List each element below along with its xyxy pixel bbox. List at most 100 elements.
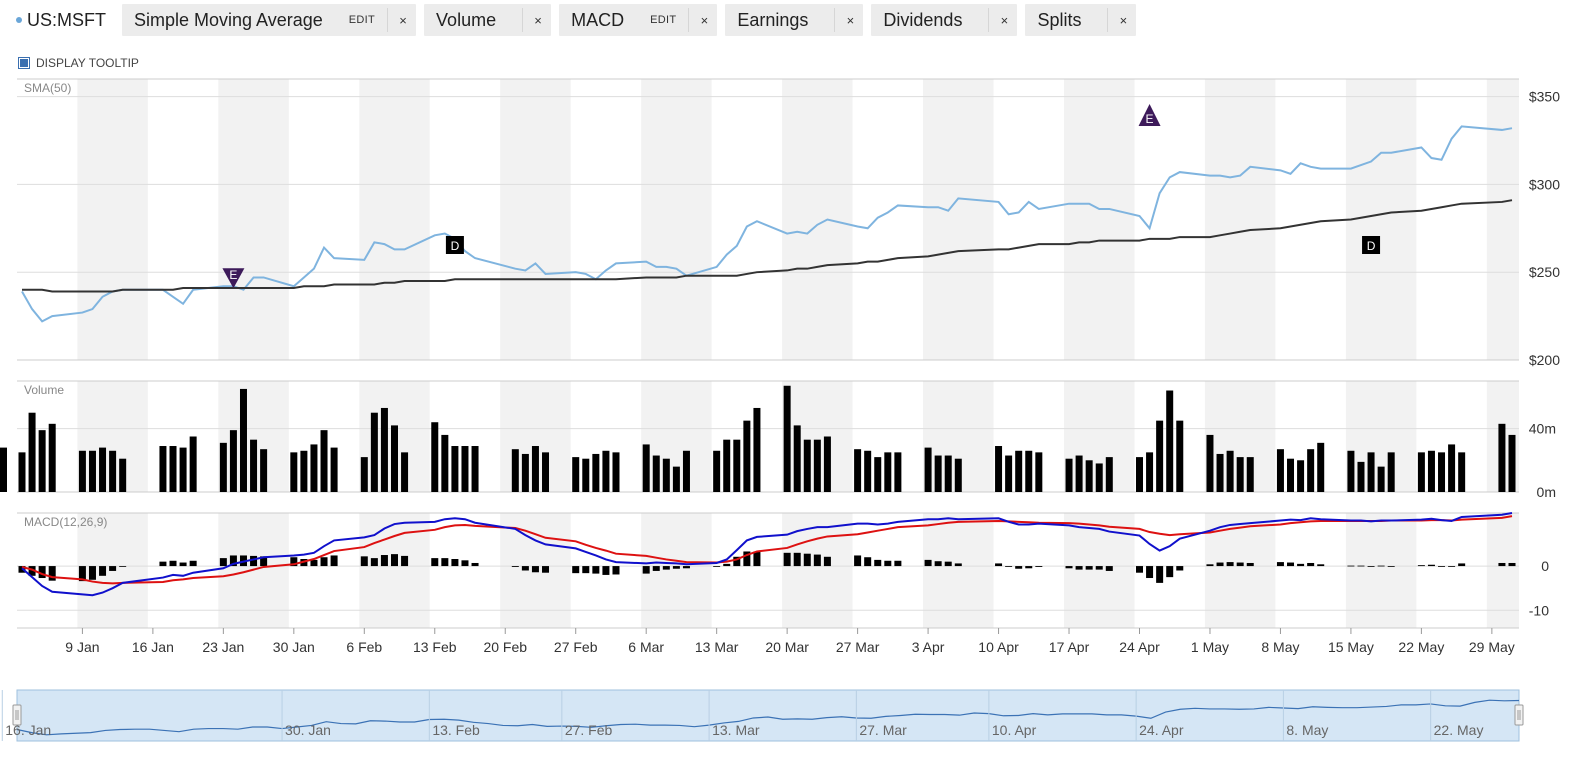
earnings-marker-label: E [229, 268, 237, 282]
macd-histogram-bar [1427, 564, 1435, 567]
volume-bar [1448, 444, 1456, 492]
x-tick-label: 27 Mar [836, 639, 880, 655]
macd-histogram-bar [1276, 562, 1284, 567]
macd-histogram-bar [1287, 562, 1295, 567]
volume-bar [38, 430, 46, 492]
remove-indicator-close-icon[interactable]: × [1000, 12, 1009, 28]
indicator-tag-label: Dividends [883, 9, 963, 30]
macd-histogram-bar [924, 559, 932, 567]
macd-histogram-bar [542, 566, 550, 573]
remove-indicator-close-icon[interactable]: × [846, 12, 855, 28]
macd-histogram-bar [723, 563, 731, 567]
volume-bar [159, 446, 167, 492]
macd-histogram-bar [823, 556, 831, 567]
volume-bar [119, 458, 127, 492]
macd-histogram-bar [582, 566, 590, 574]
volume-bar [713, 450, 721, 492]
macd-histogram-bar [602, 566, 610, 575]
volume-bar [582, 458, 590, 492]
dividend-marker-label: D [1367, 239, 1376, 253]
macd-histogram-bar [1065, 566, 1073, 569]
volume-bar [290, 452, 298, 492]
macd-histogram-bar [88, 566, 96, 580]
macd-histogram-bar [995, 563, 1003, 567]
macd-histogram-bar [461, 560, 469, 567]
volume-bar [431, 422, 439, 492]
volume-bar [1427, 450, 1435, 492]
navigator-tick-label: 16. Jan [5, 722, 51, 738]
volume-bar [1236, 457, 1244, 492]
macd-histogram-bar [531, 566, 539, 573]
volume-bar [1377, 466, 1385, 492]
volume-bar [723, 439, 731, 492]
volume-bar [1085, 460, 1093, 492]
navigator-series-line [16, 699, 1520, 736]
macd-histogram-bar [934, 561, 942, 567]
macd-histogram-bar [1095, 566, 1103, 570]
macd-histogram-bar [109, 566, 117, 571]
volume-bar [28, 412, 36, 492]
indicator-edit-button[interactable]: EDIT [650, 14, 677, 26]
macd-histogram-bar [330, 555, 338, 567]
macd-histogram-bar [1105, 566, 1113, 571]
indicator-tag-label: Earnings [737, 9, 809, 30]
macd-histogram-bar [260, 556, 268, 567]
volume-bar [954, 458, 962, 492]
macd-histogram-bar [652, 566, 660, 571]
macd-histogram-bar [1156, 566, 1164, 583]
volume-bar [461, 446, 469, 492]
volume-bar [179, 447, 187, 492]
dividend-marker-icon [1362, 236, 1381, 254]
volume-bar [300, 450, 308, 492]
macd-histogram-bar [672, 566, 680, 569]
week-band [1486, 79, 1519, 360]
remove-indicator-close-icon[interactable]: × [1119, 12, 1128, 28]
display-tooltip-label: DISPLAY TOOLTIP [36, 56, 139, 70]
x-tick-label: 17 Apr [1049, 639, 1090, 655]
display-tooltip-checkbox[interactable] [18, 57, 30, 69]
volume-bar [1367, 452, 1375, 492]
volume-bar [803, 439, 811, 492]
indicator-edit-button[interactable]: EDIT [348, 14, 376, 26]
x-tick-label: 20 Feb [483, 639, 527, 655]
macd-histogram-bar [783, 552, 791, 567]
macd-histogram-bar [1075, 566, 1083, 570]
indicator-tag-macd: MACD EDIT × [559, 4, 718, 36]
macd-histogram-bar [28, 566, 36, 576]
navigator-right-handle[interactable] [1514, 704, 1524, 726]
indicator-tags: Simple Moving Average EDIT × Volume × MACD EDI… [122, 4, 1144, 36]
volume-bar [944, 455, 952, 492]
macd-tick-label: -10 [1529, 602, 1549, 618]
volume-bar [401, 452, 409, 492]
volume-bar [652, 455, 660, 492]
navigator-left-handle[interactable] [12, 704, 22, 726]
macd-signal-line [21, 515, 1513, 585]
tag-divider [688, 8, 690, 32]
volume-bar [1156, 420, 1164, 492]
x-tick-label: 23 Jan [202, 639, 244, 655]
indicator-tag-splits: Splits × [1025, 4, 1137, 36]
remove-indicator-close-icon[interactable]: × [700, 12, 709, 28]
remove-indicator-close-icon[interactable]: × [534, 12, 542, 28]
macd-histogram-bar [511, 566, 519, 567]
macd-histogram-bar [803, 553, 811, 567]
remove-indicator-close-icon[interactable]: × [399, 12, 407, 28]
display-tooltip-toggle[interactable]: DISPLAY TOOLTIP [18, 56, 139, 70]
macd-histogram-bar [1015, 566, 1023, 569]
indicator-tag-label: MACD [571, 9, 625, 30]
earnings-marker-icon [222, 268, 245, 289]
volume-bar [451, 446, 459, 492]
volume-bar [441, 434, 449, 492]
volume-bar [1005, 455, 1013, 492]
volume-bar [189, 436, 197, 492]
macd-histogram-bar [793, 552, 801, 567]
week-band [782, 79, 853, 360]
volume-bar [1095, 463, 1103, 492]
volume-bar [1498, 423, 1506, 492]
volume-bar [380, 407, 388, 492]
volume-bar [360, 457, 368, 492]
volume-bar [602, 450, 610, 492]
macd-histogram-bar [159, 561, 167, 567]
macd-histogram-bar [1438, 566, 1446, 567]
